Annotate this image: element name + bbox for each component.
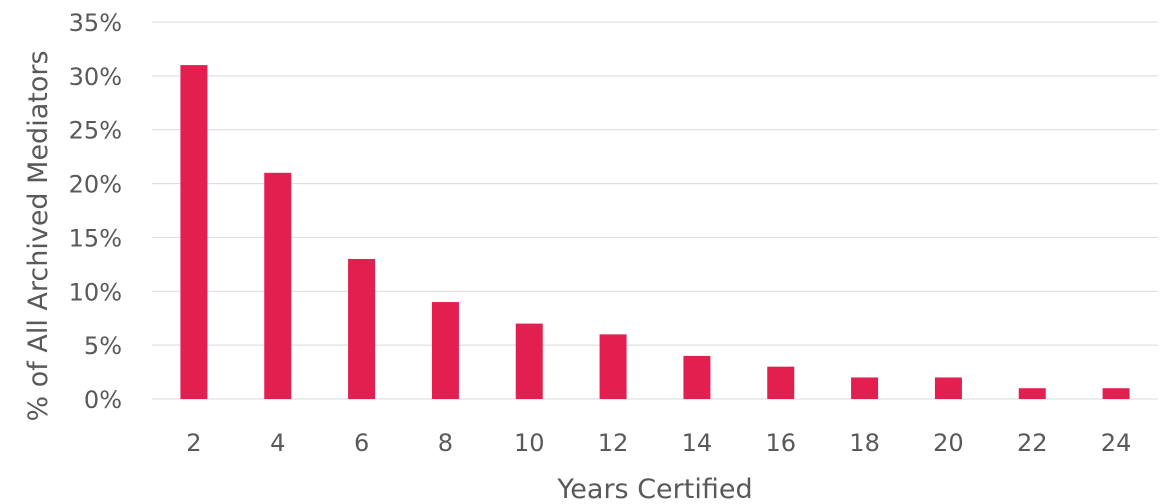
y-tick-label: 35%: [69, 9, 122, 37]
bars: [180, 65, 1130, 399]
y-tick-label: 15%: [69, 224, 122, 252]
x-tick-label: 18: [849, 429, 880, 457]
x-tick-label: 12: [598, 429, 629, 457]
bar-8: [431, 302, 459, 399]
x-tick-label: 20: [933, 429, 964, 457]
y-tick-label: 20%: [69, 171, 122, 199]
gridlines: [152, 21, 1158, 400]
bar-14: [683, 355, 711, 399]
y-axis-tick-labels: 0% 5% 10% 15% 20% 25% 30% 35%: [69, 9, 122, 414]
bar-12: [599, 334, 627, 399]
bar-20: [934, 377, 962, 399]
x-tick-label: 14: [682, 429, 713, 457]
x-tick-label: 2: [186, 429, 201, 457]
bar-22: [1018, 388, 1046, 399]
bar-16: [767, 366, 795, 399]
bar-4: [264, 172, 292, 399]
x-tick-label: 16: [765, 429, 796, 457]
x-tick-label: 6: [354, 429, 369, 457]
x-tick-label: 8: [438, 429, 453, 457]
bar-6: [348, 258, 376, 399]
x-tick-label: 4: [270, 429, 285, 457]
y-tick-label: 10%: [69, 278, 122, 306]
y-tick-label: 30%: [69, 63, 122, 91]
y-tick-label: 25%: [69, 117, 122, 145]
x-tick-label: 10: [514, 429, 545, 457]
x-axis-tick-labels: 2 4 6 8 10 12 14 16 18 20 22 24: [186, 429, 1131, 457]
y-tick-label: 5%: [84, 332, 122, 360]
y-tick-label: 0%: [84, 386, 122, 414]
x-tick-label: 22: [1017, 429, 1048, 457]
bar-24: [1102, 388, 1130, 399]
x-tick-label: 24: [1101, 429, 1132, 457]
bar-10: [515, 323, 543, 399]
bar-2: [180, 65, 208, 399]
y-axis-title: % of All Archived Mediators: [23, 50, 54, 421]
x-axis-title: Years Certified: [556, 474, 752, 504]
bar-18: [851, 377, 879, 399]
